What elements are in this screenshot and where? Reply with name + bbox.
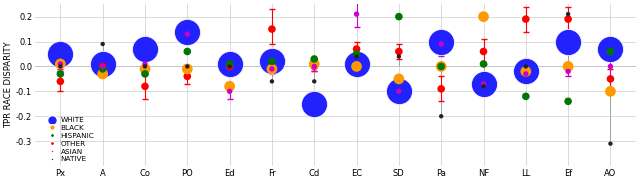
Point — [309, 80, 319, 83]
Point — [563, 40, 573, 43]
Point — [605, 142, 616, 145]
Point — [605, 90, 616, 93]
Point — [394, 50, 404, 53]
Point — [394, 15, 404, 18]
Point — [267, 80, 277, 83]
Point — [182, 68, 193, 70]
Point — [267, 28, 277, 31]
Point — [55, 62, 65, 65]
Point — [351, 48, 362, 50]
Point — [225, 65, 235, 68]
Point — [351, 62, 362, 65]
Point — [309, 62, 319, 65]
Point — [309, 65, 319, 68]
Point — [563, 13, 573, 16]
Point — [97, 72, 108, 75]
Point — [140, 65, 150, 68]
Point — [436, 65, 446, 68]
Point — [394, 77, 404, 80]
Point — [563, 100, 573, 103]
Point — [478, 62, 488, 65]
Point — [267, 60, 277, 63]
Point — [225, 85, 235, 88]
Point — [140, 68, 150, 70]
Point — [605, 50, 616, 53]
Point — [55, 80, 65, 83]
Point — [225, 65, 235, 68]
Point — [225, 90, 235, 93]
Point — [478, 15, 488, 18]
Point — [521, 95, 531, 98]
Point — [436, 65, 446, 68]
Point — [267, 60, 277, 63]
Point — [351, 65, 362, 68]
Point — [351, 55, 362, 58]
Point — [478, 50, 488, 53]
Point — [55, 62, 65, 65]
Point — [97, 43, 108, 46]
Point — [605, 48, 616, 50]
Point — [140, 62, 150, 65]
Point — [309, 65, 319, 68]
Point — [97, 68, 108, 70]
Point — [478, 85, 488, 88]
Point — [521, 70, 531, 73]
Point — [563, 70, 573, 73]
Point — [478, 82, 488, 85]
Point — [521, 65, 531, 68]
Point — [225, 62, 235, 65]
Point — [521, 72, 531, 75]
Point — [182, 65, 193, 68]
Point — [55, 72, 65, 75]
Point — [521, 18, 531, 21]
Point — [182, 30, 193, 33]
Point — [182, 50, 193, 53]
Point — [436, 40, 446, 43]
Point — [436, 115, 446, 118]
Point — [55, 53, 65, 56]
Point — [309, 102, 319, 105]
Point — [182, 75, 193, 78]
Y-axis label: TPR RACE DISPARITY: TPR RACE DISPARITY — [4, 42, 13, 128]
Point — [140, 85, 150, 88]
Point — [140, 72, 150, 75]
Point — [182, 33, 193, 35]
Point — [605, 77, 616, 80]
Point — [478, 82, 488, 85]
Point — [436, 43, 446, 46]
Point — [55, 65, 65, 68]
Point — [225, 62, 235, 65]
Point — [309, 58, 319, 60]
Point — [394, 55, 404, 58]
Point — [436, 87, 446, 90]
Point — [605, 65, 616, 68]
Point — [97, 62, 108, 65]
Point — [351, 53, 362, 56]
Point — [521, 70, 531, 73]
Point — [394, 90, 404, 93]
Point — [97, 65, 108, 68]
Point — [140, 48, 150, 50]
Point — [267, 68, 277, 70]
Legend: WHITE, BLACK, HISPANIC, OTHER, ASIAN, NATIVE: WHITE, BLACK, HISPANIC, OTHER, ASIAN, NA… — [45, 117, 94, 163]
Point — [351, 13, 362, 16]
Point — [563, 65, 573, 68]
Point — [267, 68, 277, 70]
Point — [563, 18, 573, 21]
Point — [394, 90, 404, 93]
Point — [97, 65, 108, 68]
